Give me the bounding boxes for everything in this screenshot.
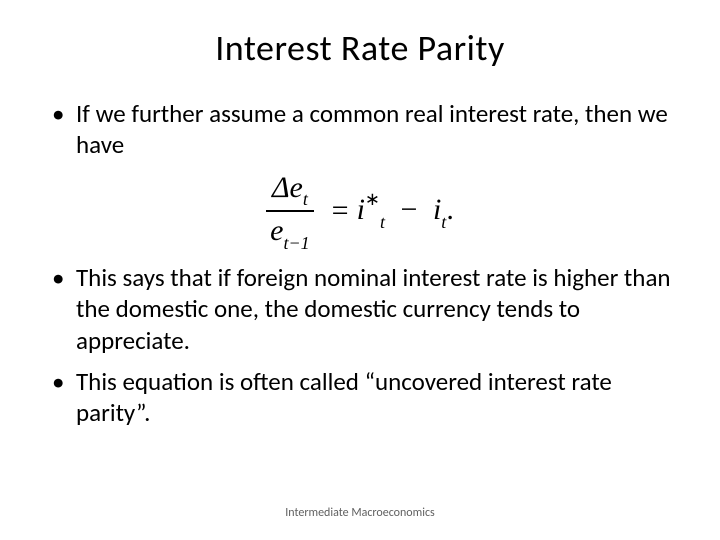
var-e: e [290, 171, 303, 204]
sub-t-minus-1: t−1 [284, 233, 310, 253]
slide-title: Interest Rate Parity [48, 26, 672, 70]
bullet-list: This says that if foreign nominal intere… [48, 262, 672, 428]
bullet-item: This says that if foreign nominal intere… [48, 262, 672, 356]
sub-t: t [441, 212, 446, 232]
equals-sign: = [324, 194, 357, 228]
equation-denominator: et−1 [266, 214, 313, 252]
minus-sign: − [393, 193, 426, 226]
sub-t: t [380, 212, 385, 232]
equation-rhs: i∗t − it. [357, 192, 454, 231]
sub-t: t [303, 189, 308, 209]
slide-body: If we further assume a common real inter… [48, 98, 672, 428]
fraction-bar [266, 210, 313, 212]
equation-period: . [446, 193, 454, 226]
equation-block: Δet et−1 = i∗t − it. [48, 171, 672, 253]
slide-footer: Intermediate Macroeconomics [0, 506, 720, 520]
slide: Interest Rate Parity If we further assum… [0, 0, 720, 540]
delta-symbol: Δ [272, 171, 290, 204]
bullet-item: If we further assume a common real inter… [48, 98, 672, 161]
bullet-list: If we further assume a common real inter… [48, 98, 672, 161]
bullet-item: This equation is often called “uncovered… [48, 366, 672, 429]
var-e: e [270, 214, 283, 247]
equation: Δet et−1 = i∗t − it. [266, 171, 454, 253]
equation-numerator: Δet [268, 171, 312, 209]
var-i: i [357, 193, 365, 226]
star-superscript: ∗ [365, 189, 380, 209]
equation-fraction: Δet et−1 [266, 171, 313, 253]
